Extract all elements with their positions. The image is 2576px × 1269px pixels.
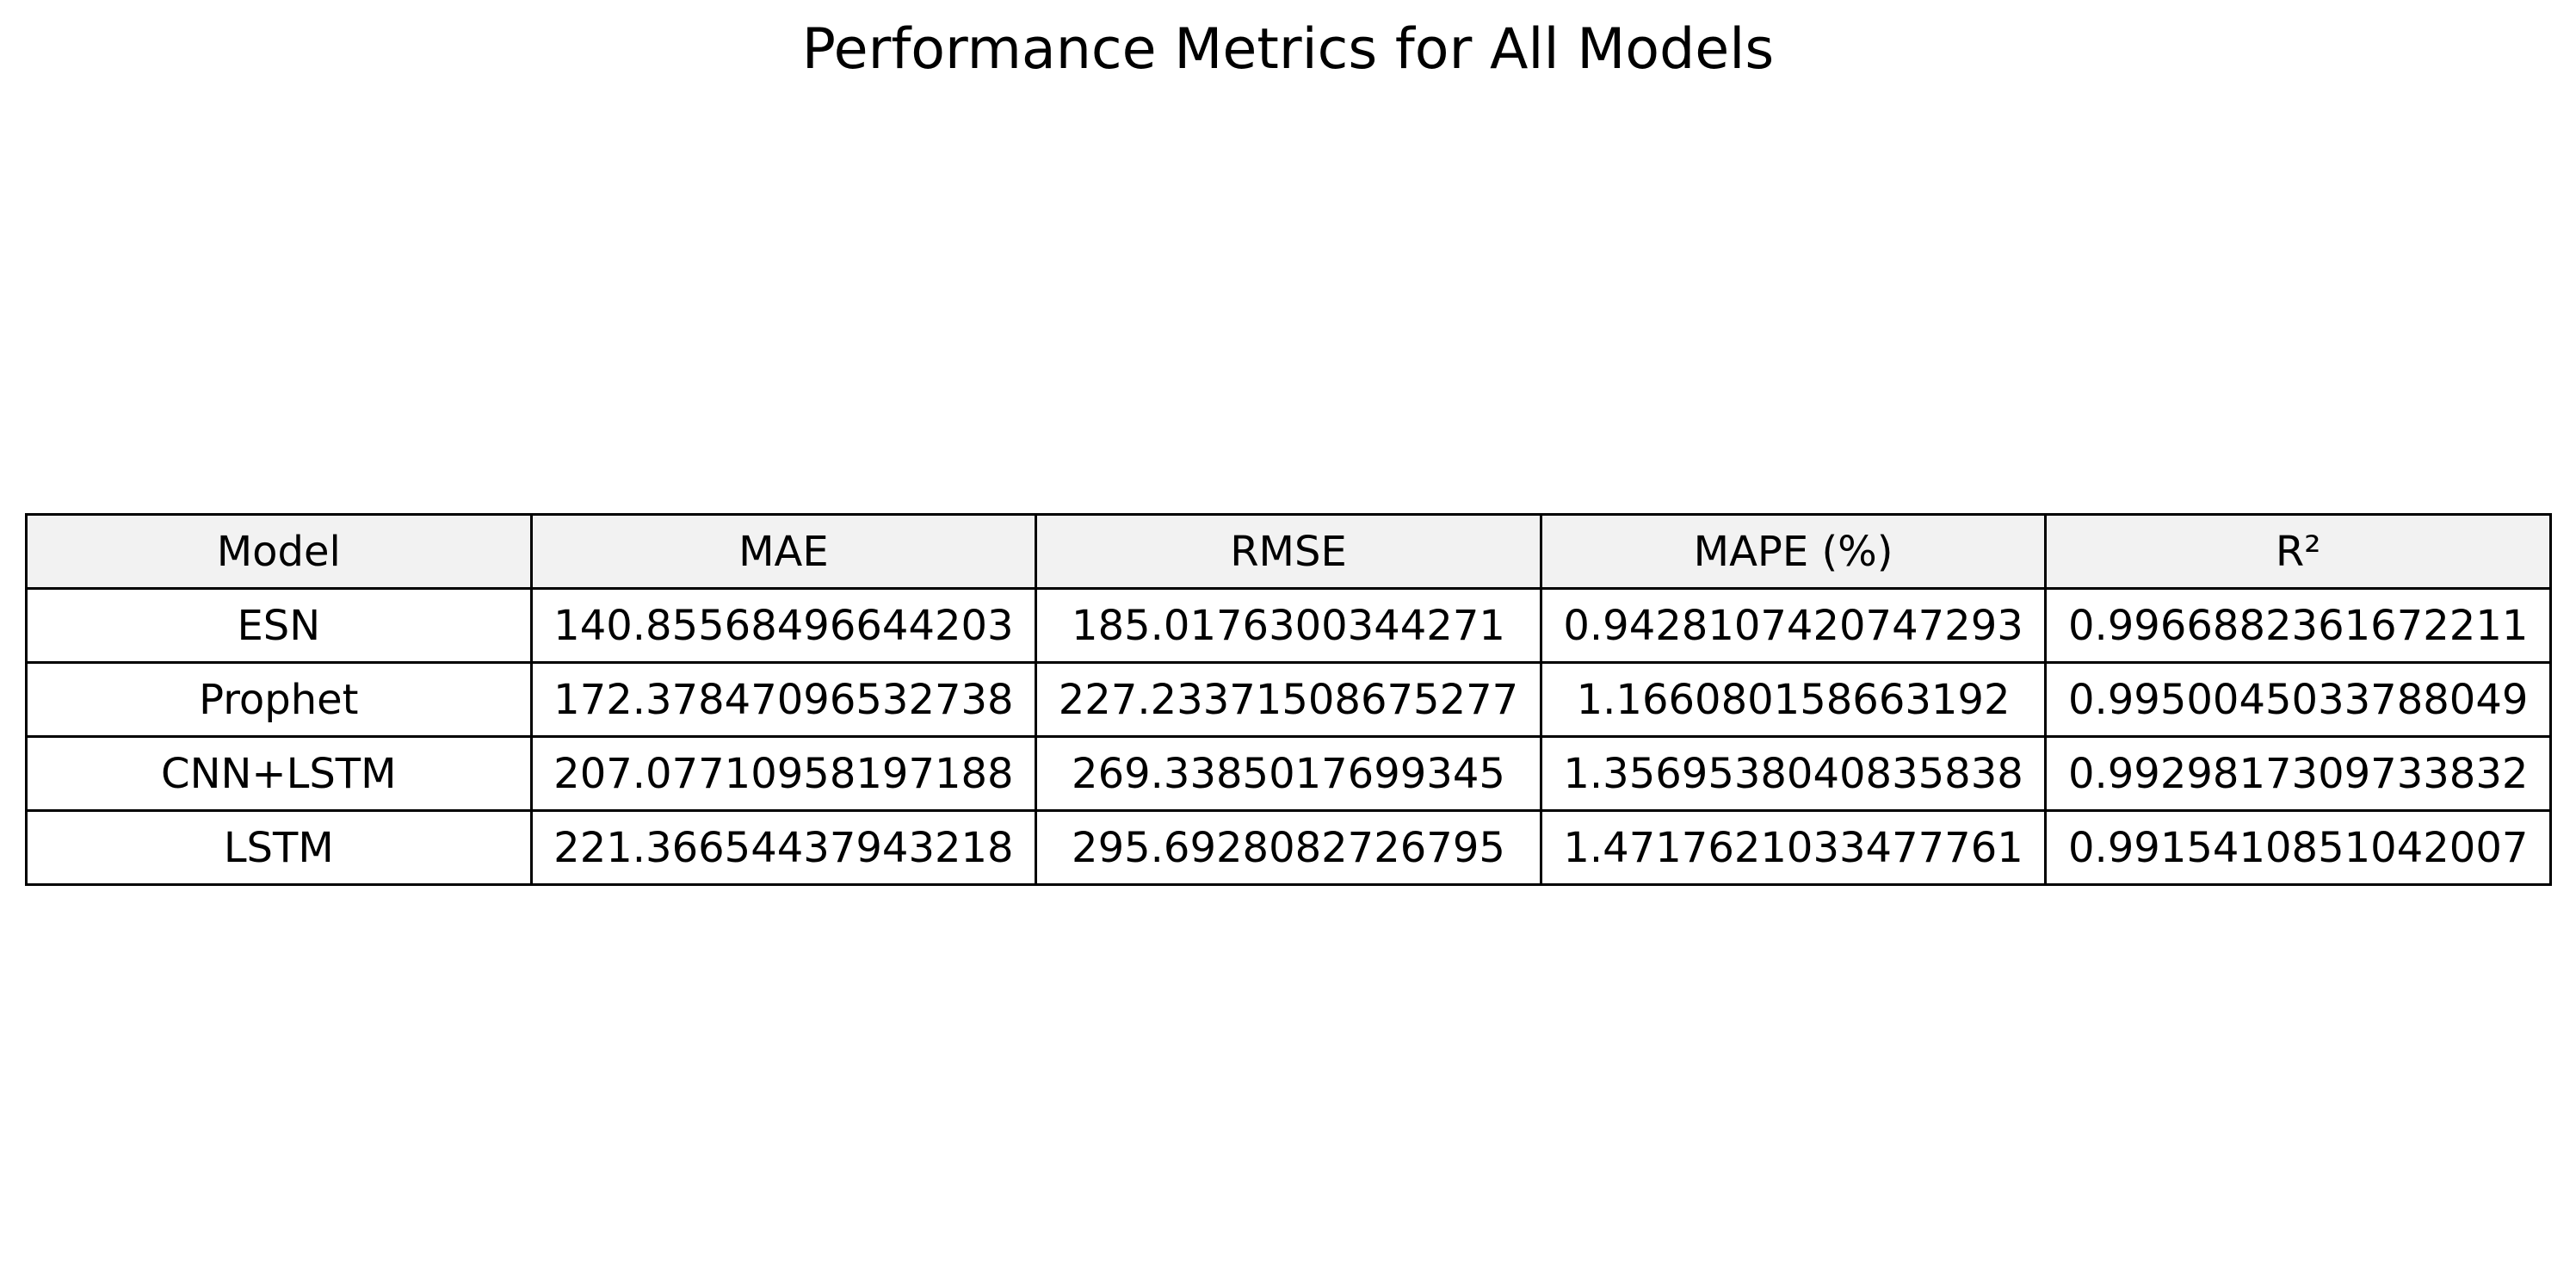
model-cell: CNN+LSTM xyxy=(25,735,533,812)
mae-cell: 172.37847096532738 xyxy=(529,661,1038,738)
mape-cell: 1.3569538040835838 xyxy=(1539,735,2048,812)
r2-cell: 0.9950045033788049 xyxy=(2044,661,2552,738)
table-header-row: Model MAE RMSE MAPE (%) R² xyxy=(25,513,2552,590)
model-cell: ESN xyxy=(25,587,533,664)
chart-title: Performance Metrics for All Models xyxy=(801,17,1775,82)
mae-cell: 140.85568496644203 xyxy=(529,587,1038,664)
mape-cell: 1.166080158663192 xyxy=(1539,661,2048,738)
column-header-mape: MAPE (%) xyxy=(1539,513,2048,590)
mae-cell: 207.07710958197188 xyxy=(529,735,1038,812)
rmse-cell: 227.23371508675277 xyxy=(1035,661,1542,738)
rmse-cell: 295.6928082726795 xyxy=(1035,809,1542,886)
column-header-model: Model xyxy=(25,513,533,590)
metrics-table: Model MAE RMSE MAPE (%) R² ESN 140.85568… xyxy=(25,513,2552,886)
table-row: Prophet 172.37847096532738 227.233715086… xyxy=(25,661,2552,738)
mape-cell: 1.4717621033477761 xyxy=(1539,809,2048,886)
rmse-cell: 269.3385017699345 xyxy=(1035,735,1542,812)
table-row: LSTM 221.36654437943218 295.692808272679… xyxy=(25,809,2552,886)
model-cell: Prophet xyxy=(25,661,533,738)
r2-cell: 0.9915410851042007 xyxy=(2044,809,2552,886)
r2-cell: 0.9929817309733832 xyxy=(2044,735,2552,812)
column-header-mae: MAE xyxy=(529,513,1038,590)
column-header-rmse: RMSE xyxy=(1035,513,1542,590)
mae-cell: 221.36654437943218 xyxy=(529,809,1038,886)
model-cell: LSTM xyxy=(25,809,533,886)
column-header-r2: R² xyxy=(2044,513,2552,590)
r2-cell: 0.9966882361672211 xyxy=(2044,587,2552,664)
table-row: CNN+LSTM 207.07710958197188 269.33850176… xyxy=(25,735,2552,812)
mape-cell: 0.9428107420747293 xyxy=(1539,587,2048,664)
table-row: ESN 140.85568496644203 185.0176300344271… xyxy=(25,587,2552,664)
rmse-cell: 185.0176300344271 xyxy=(1035,587,1542,664)
